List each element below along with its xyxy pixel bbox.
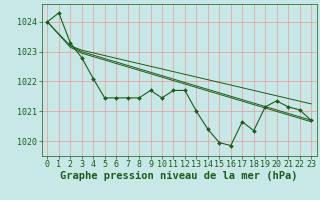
X-axis label: Graphe pression niveau de la mer (hPa): Graphe pression niveau de la mer (hPa) [60, 171, 298, 181]
